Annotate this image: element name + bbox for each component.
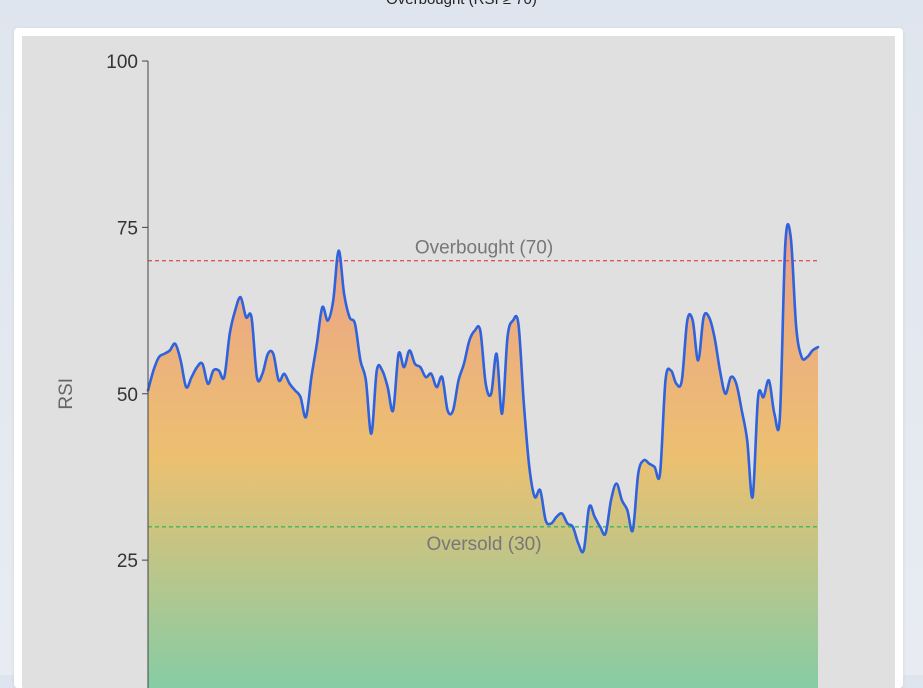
y-tick-label-50: 50 <box>117 385 138 406</box>
oversold-label: Oversold (30) <box>426 534 541 555</box>
y-axis-title: RSI <box>56 378 77 410</box>
y-tick-label-75: 75 <box>117 218 138 239</box>
rsi-series-line <box>146 222 820 554</box>
chart-caption: Overbought (RSI ≥ 70) <box>0 0 923 8</box>
rsi-area-fill <box>148 224 818 688</box>
y-tick-label-25: 25 <box>117 551 138 572</box>
chart-card: Overbought (70) Oversold (30) 25 50 75 100 R… <box>14 28 903 688</box>
rsi-chart: Overbought (70) Oversold (30) 25 50 75 100 R… <box>22 36 895 688</box>
y-tick-label-100: 100 <box>106 52 138 73</box>
overbought-label: Overbought (70) <box>415 238 553 259</box>
